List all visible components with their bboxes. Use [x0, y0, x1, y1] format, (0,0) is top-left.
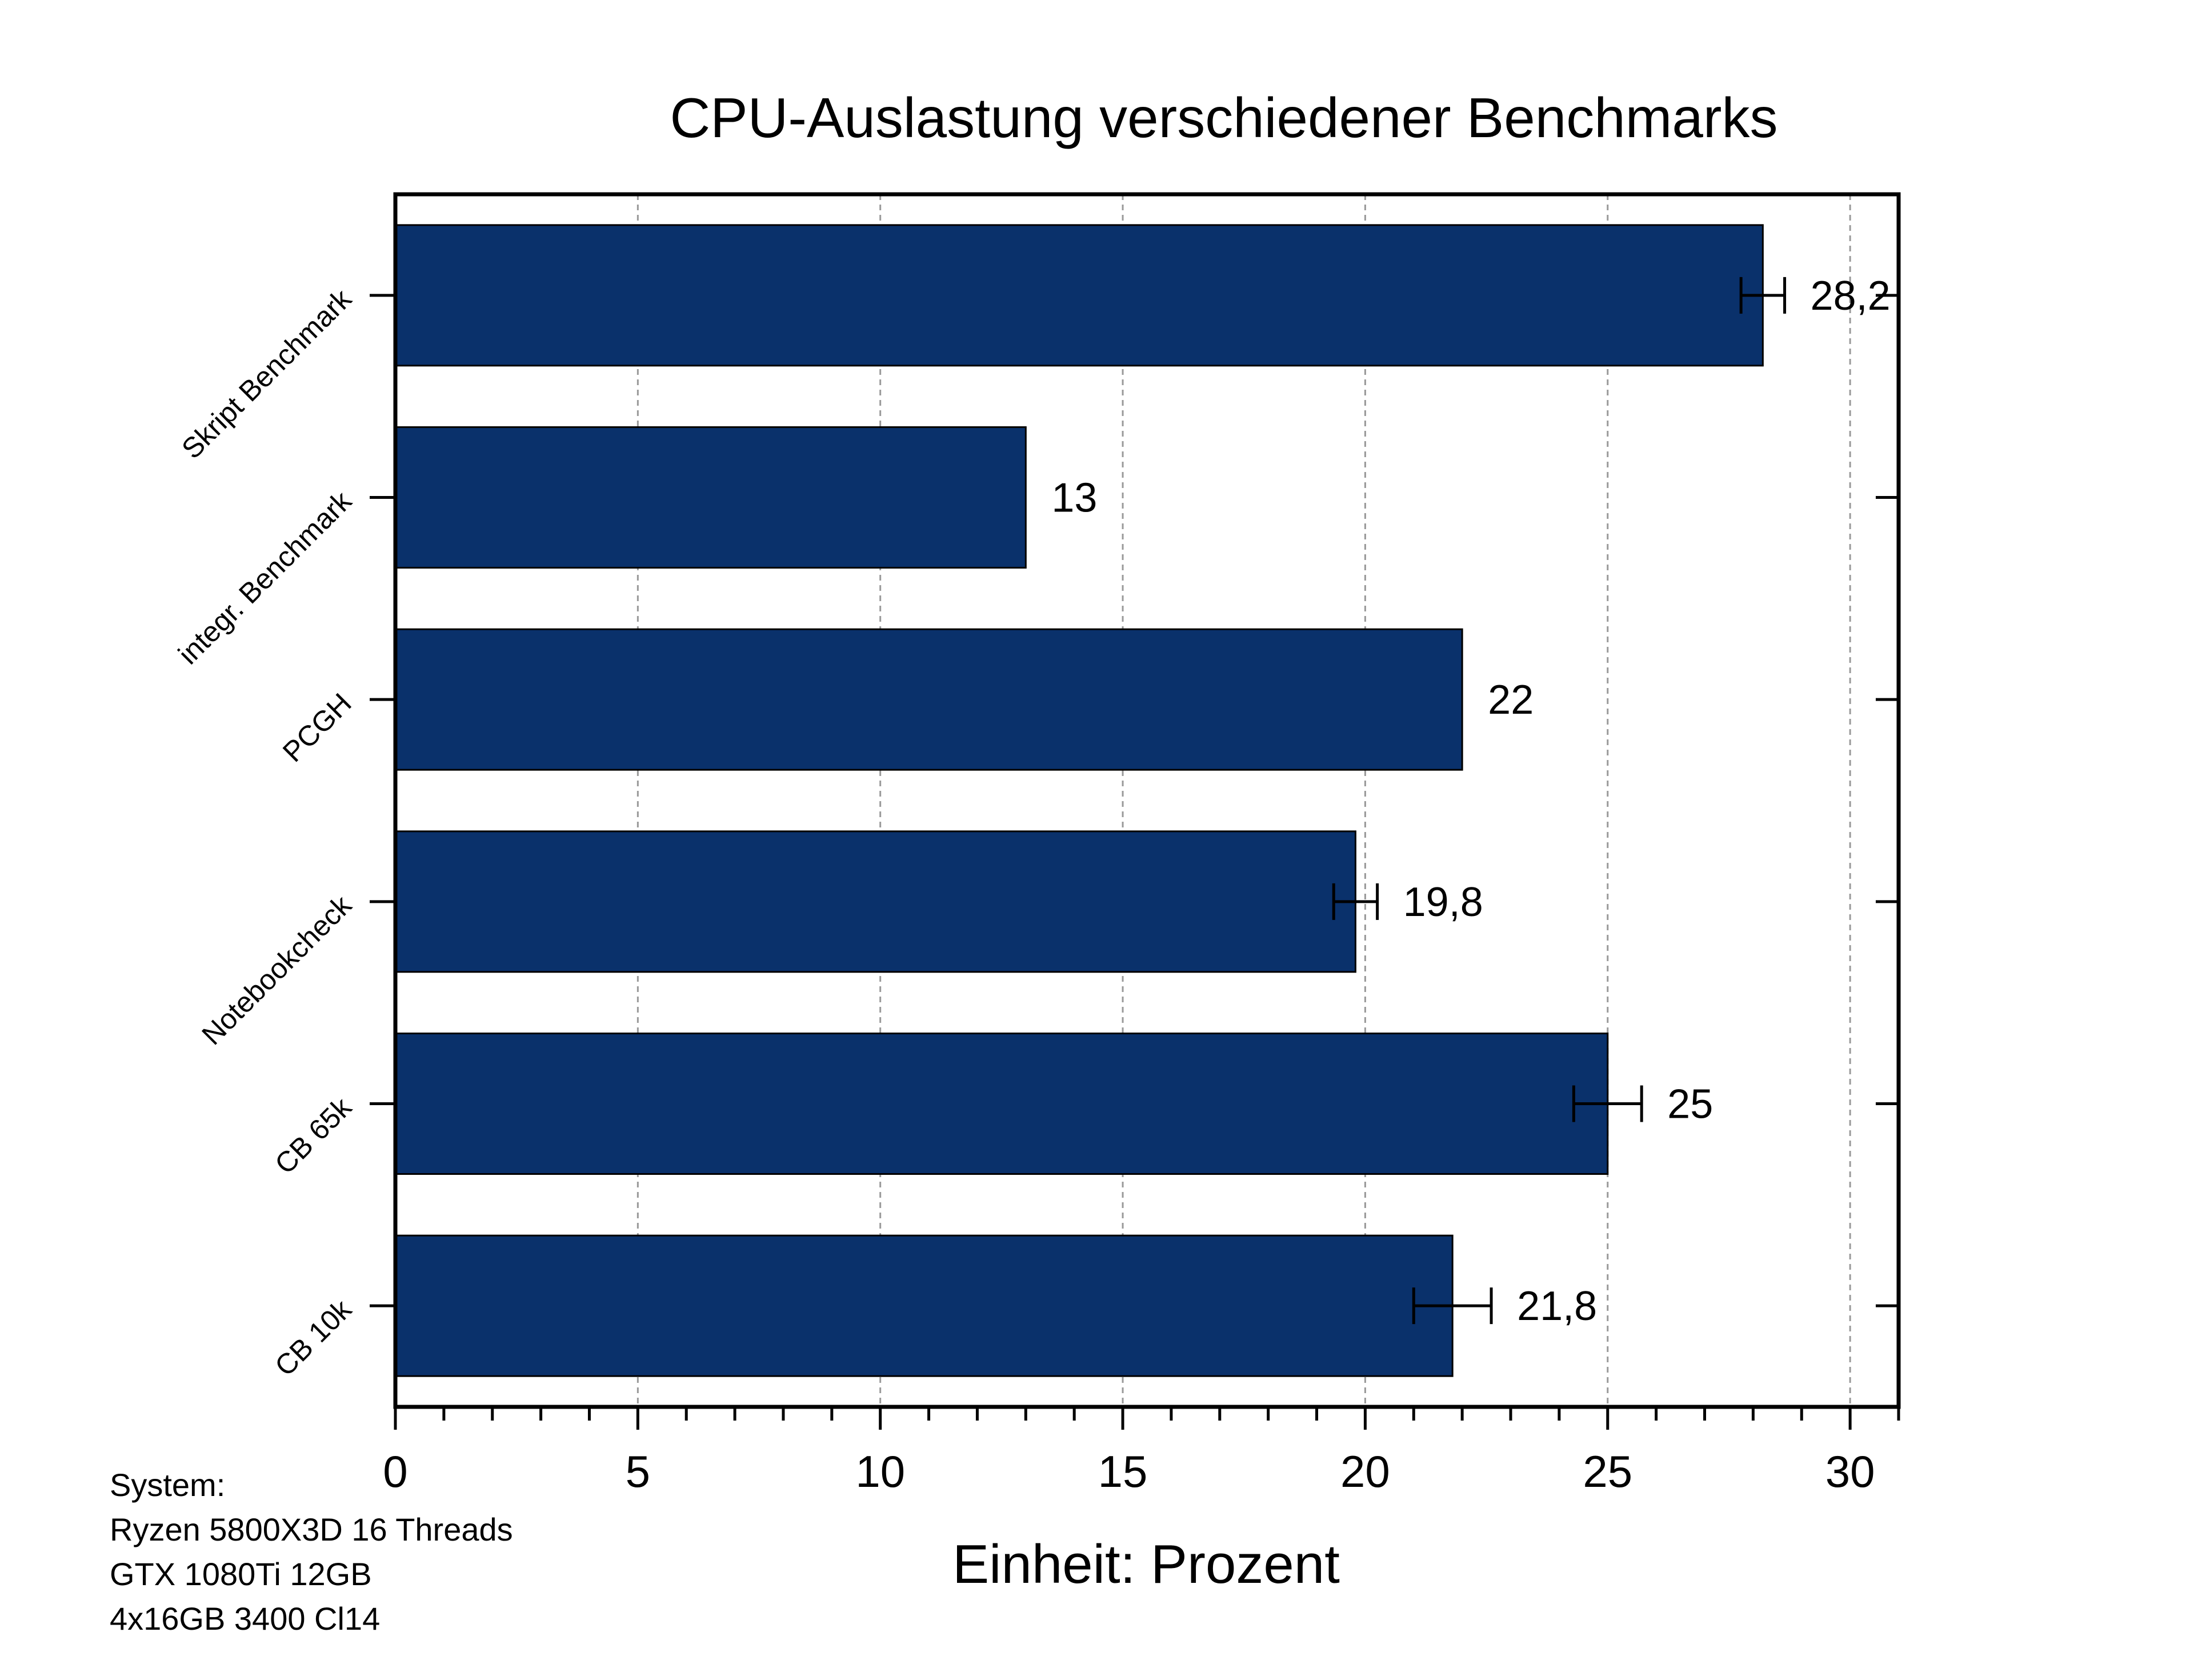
category-label: CB 65k	[269, 1091, 358, 1180]
x-tick-label: 30	[1825, 1446, 1875, 1497]
value-label: 22	[1488, 677, 1534, 723]
x-axis-label: Einheit: Prozent	[952, 1534, 1340, 1595]
plot-frame	[393, 192, 1901, 1409]
x-tick-label: 25	[1583, 1446, 1632, 1497]
value-label: 21,8	[1517, 1283, 1597, 1329]
bar	[394, 426, 1027, 569]
x-tick-label: 20	[1340, 1446, 1390, 1497]
system-info-line: 4x16GB 3400 Cl14	[110, 1601, 381, 1637]
value-label: 19,8	[1403, 879, 1483, 925]
system-info-line: System:	[110, 1467, 226, 1503]
system-info: System: Ryzen 5800X3D 16 Threads GTX 108…	[110, 1463, 513, 1641]
value-label: 13	[1051, 475, 1097, 521]
x-tick-label: 10	[855, 1446, 905, 1497]
bar	[394, 1234, 1454, 1377]
category-label: integr. Benchmark	[172, 485, 358, 670]
category-label: CB 10k	[269, 1293, 358, 1382]
system-info-line: Ryzen 5800X3D 16 Threads	[110, 1511, 513, 1547]
x-tick-label: 0	[383, 1446, 407, 1497]
chart-title: CPU-Auslastung verschiedener Benchmarks	[670, 86, 1777, 149]
bar	[394, 830, 1356, 973]
x-tick-label: 15	[1098, 1446, 1148, 1497]
category-label: Notebookcheck	[195, 889, 358, 1051]
category-label: Skript Benchmark	[175, 282, 358, 465]
x-tick-label: 5	[626, 1446, 650, 1497]
category-label: PCGH	[277, 687, 358, 768]
bar	[394, 224, 1764, 367]
bar	[394, 1033, 1609, 1175]
bar	[394, 628, 1463, 771]
value-label: 25	[1667, 1082, 1713, 1127]
system-info-line: GTX 1080Ti 12GB	[110, 1556, 372, 1592]
